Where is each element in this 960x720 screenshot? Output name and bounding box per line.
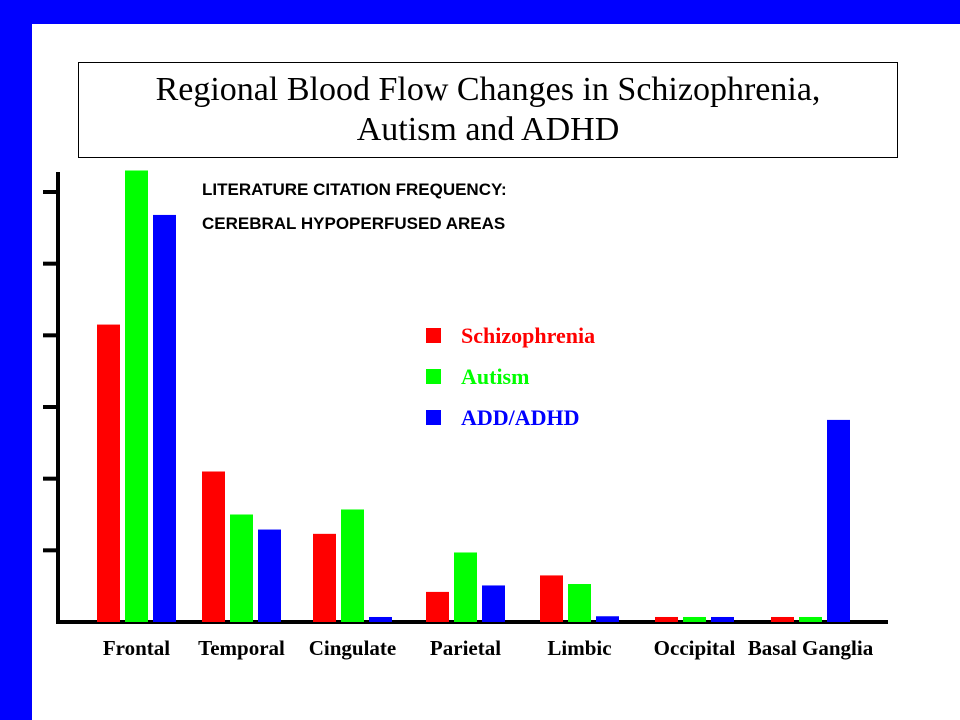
frame-left-bar (0, 0, 32, 720)
legend-label-schizophrenia: Schizophrenia (461, 322, 596, 348)
bar-autism (230, 514, 253, 622)
bar-autism (568, 584, 591, 622)
x-tick-label: Limbic (547, 636, 611, 660)
legend-swatch-autism (426, 369, 441, 384)
bar-schizophrenia (426, 591, 449, 622)
bar-schizophrenia (540, 575, 563, 622)
legend-label-autism: Autism (461, 363, 530, 389)
bar-add-adhd (369, 616, 392, 622)
bar-schizophrenia (313, 533, 336, 622)
legend: Schizophrenia Autism ADD/ADHD (426, 315, 595, 438)
bar-add-adhd (827, 419, 850, 622)
x-tick-label: Temporal (198, 636, 285, 660)
legend-swatch-schizophrenia (426, 328, 441, 343)
bar-schizophrenia (771, 616, 794, 622)
bar-add-adhd (711, 616, 734, 622)
bar-add-adhd (153, 214, 176, 622)
bar-autism (341, 509, 364, 622)
bar-add-adhd (258, 529, 281, 622)
bar-autism (125, 170, 148, 622)
legend-item-autism: Autism (426, 356, 595, 397)
bar-schizophrenia (97, 324, 120, 622)
x-tick-label: Occipital (654, 636, 736, 660)
slide-title: Regional Blood Flow Changes in Schizophr… (155, 71, 821, 148)
bar-add-adhd (482, 585, 505, 622)
x-tick-label: Basal Ganglia (748, 636, 874, 660)
bar-add-adhd (596, 616, 619, 622)
chart-subtitle-line-1: LITERATURE CITATION FREQUENCY: (202, 180, 507, 199)
bar-autism (799, 616, 822, 622)
x-tick-label: Frontal (103, 636, 170, 660)
x-tick-label: Cingulate (309, 636, 397, 660)
title-box: Regional Blood Flow Changes in Schizophr… (78, 62, 898, 158)
x-tick-label: Parietal (430, 636, 501, 660)
bar-schizophrenia (202, 471, 225, 622)
bar-schizophrenia (655, 616, 678, 622)
bar-autism (683, 616, 706, 622)
bar-autism (454, 552, 477, 622)
legend-item-schizophrenia: Schizophrenia (426, 315, 595, 356)
legend-item-add-adhd: ADD/ADHD (426, 397, 595, 438)
legend-label-add-adhd: ADD/ADHD (461, 404, 580, 430)
frame-top-bar (0, 0, 960, 24)
legend-swatch-add-adhd (426, 410, 441, 425)
chart-subtitle-line-2: CEREBRAL HYPOPERFUSED AREAS (202, 214, 506, 233)
